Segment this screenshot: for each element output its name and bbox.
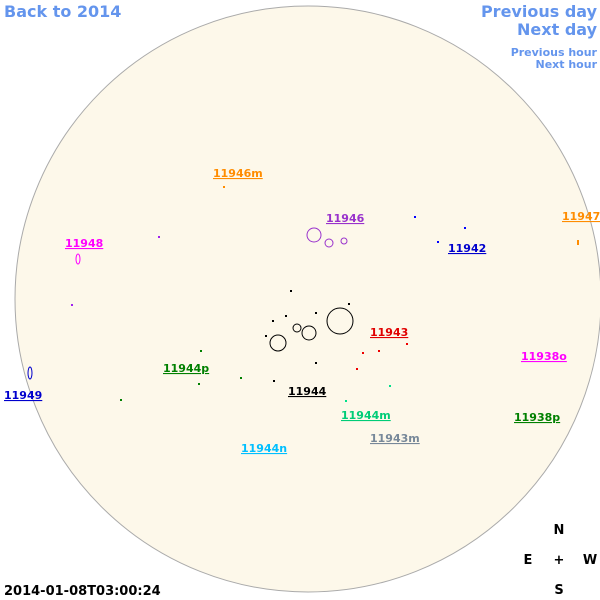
region-label[interactable]: 11938p xyxy=(514,411,560,424)
spot-dot xyxy=(223,186,225,188)
sunspot xyxy=(306,227,322,243)
spot-dot xyxy=(378,350,380,352)
region-label[interactable]: 11946m xyxy=(213,167,263,180)
compass-north: N xyxy=(554,523,565,538)
sunspot xyxy=(301,325,317,341)
spot-dot xyxy=(389,385,391,387)
spot-dot xyxy=(265,335,267,337)
spot-dot xyxy=(356,368,358,370)
spot-dot xyxy=(285,315,287,317)
spot-dot xyxy=(315,312,317,314)
spot-dot xyxy=(437,241,439,243)
compass-center: + xyxy=(554,553,565,568)
spot-dot xyxy=(345,400,347,402)
compass-east: E xyxy=(524,553,533,568)
sunspot xyxy=(340,237,348,245)
sunspot xyxy=(292,323,302,333)
next-hour-link[interactable]: Next hour xyxy=(536,58,598,71)
sunspot xyxy=(27,366,33,380)
back-link[interactable]: Back to 2014 xyxy=(4,2,121,21)
sunspot xyxy=(326,307,354,335)
spot-dot xyxy=(315,362,317,364)
spot-dot xyxy=(240,377,242,379)
spot-dots xyxy=(71,186,579,402)
region-label[interactable]: 11946 xyxy=(326,212,365,225)
spot-dot xyxy=(290,290,292,292)
region-label[interactable]: 11944n xyxy=(241,442,287,455)
compass-west: W xyxy=(583,553,597,568)
region-label[interactable]: 11948 xyxy=(65,237,103,250)
spot-dot xyxy=(272,320,274,322)
previous-day-link[interactable]: Previous day xyxy=(481,2,598,21)
solar-disk xyxy=(14,5,600,593)
spot-dot xyxy=(406,343,408,345)
region-label[interactable]: 11938o xyxy=(521,350,567,363)
spot-dot xyxy=(198,383,200,385)
region-label[interactable]: 11949 xyxy=(4,389,42,402)
spot-dot xyxy=(348,303,350,305)
spot-dot xyxy=(200,350,202,352)
sunspot xyxy=(75,253,81,265)
spot-dot xyxy=(362,352,364,354)
spot-dot xyxy=(120,399,122,401)
compass-south: S xyxy=(554,583,563,598)
spot-dot xyxy=(158,236,160,238)
spot-dot xyxy=(273,380,275,382)
next-day-link[interactable]: Next day xyxy=(517,20,598,39)
region-label[interactable]: 11944p xyxy=(163,362,209,375)
spot-dot xyxy=(71,304,73,306)
region-label[interactable]: 11944m xyxy=(341,409,391,422)
region-label[interactable]: 11942 xyxy=(448,242,486,255)
previous-hour-link[interactable]: Previous hour xyxy=(511,46,598,59)
region-label[interactable]: 11943m xyxy=(370,432,420,445)
timestamp: 2014-01-08T03:00:24 xyxy=(4,584,161,599)
sunspot xyxy=(269,334,287,352)
spot-dot xyxy=(577,240,579,245)
spot-dot xyxy=(414,216,416,218)
region-label[interactable]: 11947 xyxy=(562,210,600,223)
sunspot xyxy=(324,238,334,248)
spot-dot xyxy=(464,227,466,229)
sunspots xyxy=(27,227,354,380)
region-label[interactable]: 11944 xyxy=(288,385,327,398)
region-label[interactable]: 11943 xyxy=(370,326,408,339)
